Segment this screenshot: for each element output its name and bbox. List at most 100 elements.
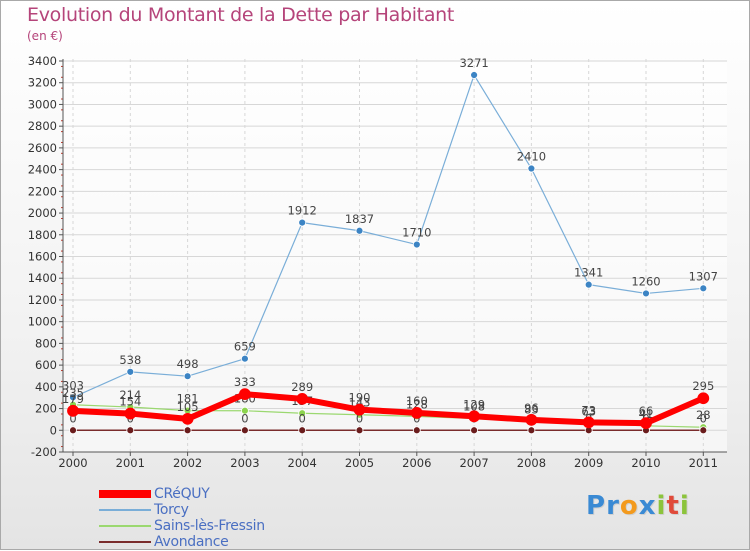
y-tick-label: 1600 <box>28 250 57 264</box>
y-tick-label: 2800 <box>28 119 57 133</box>
data-point-crequy <box>296 392 309 405</box>
y-tick-label: 2600 <box>28 141 57 155</box>
y-tick-label: 3000 <box>28 97 57 111</box>
data-point-torcy <box>470 71 479 79</box>
x-tick-label: 2008 <box>517 456 546 470</box>
data-label-sains-les-fressin: 28 <box>696 408 711 422</box>
data-label-sains-les-fressin: 235 <box>62 386 84 400</box>
data-point-crequy <box>410 406 423 419</box>
y-tick-label: 2000 <box>28 206 57 220</box>
legend-swatch <box>99 490 151 498</box>
legend-item-avondance: Avondance <box>99 534 265 550</box>
data-label-crequy: 190 <box>349 391 371 405</box>
logo-letter: x <box>638 491 657 521</box>
data-label-crequy: 179 <box>62 392 84 406</box>
chart-unit-label: (en €) <box>27 29 63 43</box>
x-tick-label: 2001 <box>116 456 145 470</box>
data-label-sains-les-fressin: 128 <box>406 397 428 411</box>
data-label-avondance: 0 <box>356 411 363 425</box>
legend: CRéQUY Torcy Sains-lès-Fressin Avondance <box>99 486 265 550</box>
y-tick-label: 0 <box>50 423 57 437</box>
data-point-torcy <box>240 354 249 363</box>
legend-item-sains-les-fressin: Sains-lès-Fressin <box>99 518 265 534</box>
data-point-crequy <box>525 413 538 426</box>
x-tick-label: 2011 <box>689 456 718 470</box>
y-tick-label: 200 <box>35 402 57 416</box>
logo-letter: o <box>619 491 639 521</box>
data-label-torcy: 538 <box>119 353 141 367</box>
data-point-crequy <box>640 417 652 430</box>
logo-letter: i <box>656 491 667 521</box>
legend-label: Sains-lès-Fressin <box>154 518 265 534</box>
y-tick-label: 400 <box>35 380 57 394</box>
data-point-crequy <box>468 410 481 423</box>
data-point-torcy <box>699 284 708 293</box>
data-point-sains-les-fressin <box>240 406 249 415</box>
data-label-torcy: 1912 <box>288 204 317 218</box>
data-point-torcy <box>584 280 593 289</box>
logo-letter: t <box>666 491 680 521</box>
data-point-crequy <box>238 388 251 401</box>
x-tick-label: 2004 <box>288 456 317 470</box>
data-point-crequy <box>181 412 194 425</box>
data-point-torcy <box>126 367 135 376</box>
data-point-avondance <box>355 426 364 435</box>
data-label-crequy: 333 <box>234 375 256 389</box>
y-tick-label: 1000 <box>28 315 57 329</box>
data-point-avondance <box>298 426 307 435</box>
data-label-sains-les-fressin: 63 <box>581 404 596 418</box>
data-point-torcy <box>355 226 364 235</box>
data-point-crequy <box>582 416 595 429</box>
data-point-avondance <box>527 426 536 435</box>
data-label-crequy: 96 <box>524 401 539 415</box>
data-label-torcy: 1260 <box>631 274 660 288</box>
x-tick-label: 2006 <box>402 456 431 470</box>
series-line-crequy <box>70 391 707 427</box>
data-point-crequy <box>67 404 79 417</box>
legend-item-torcy: Torcy <box>99 502 265 518</box>
data-label-sains-les-fressin: 181 <box>177 392 199 406</box>
data-point-torcy <box>183 372 192 381</box>
x-tick-label: 2005 <box>345 456 374 470</box>
data-label-avondance: 0 <box>700 411 707 425</box>
legend-swatch <box>99 525 151 527</box>
data-point-avondance <box>470 426 479 435</box>
y-tick-label: 2200 <box>28 184 57 198</box>
data-point-avondance <box>412 426 421 435</box>
data-label-crequy: 160 <box>406 394 428 408</box>
y-tick-label: 800 <box>35 336 57 350</box>
data-label-crequy: 66 <box>639 404 654 418</box>
data-label-torcy: 1341 <box>574 266 603 280</box>
data-label-crequy: 129 <box>463 397 485 411</box>
data-point-avondance <box>183 426 192 435</box>
data-point-crequy <box>697 392 710 405</box>
x-tick-label: 2010 <box>631 456 660 470</box>
data-label-torcy: 659 <box>234 340 256 354</box>
data-label-sains-les-fressin: 83 <box>524 402 539 416</box>
chart-title: Evolution du Montant de la Dette par Hab… <box>27 4 455 26</box>
data-label-sains-les-fressin: 214 <box>119 388 141 402</box>
data-point-torcy <box>298 218 307 227</box>
data-label-avondance: 0 <box>299 411 306 425</box>
y-tick-label: 1800 <box>28 228 57 242</box>
y-tick-label: 1200 <box>28 293 57 307</box>
x-tick-label: 2002 <box>173 456 202 470</box>
legend-label: Torcy <box>154 502 189 518</box>
data-point-avondance <box>126 426 135 435</box>
data-label-crequy: 105 <box>177 400 199 414</box>
data-label-torcy: 1710 <box>402 226 431 240</box>
legend-swatch <box>99 509 151 511</box>
legend-item-crequy: CRéQUY <box>99 486 265 502</box>
data-label-torcy: 1837 <box>345 212 374 226</box>
data-label-torcy: 498 <box>177 357 199 371</box>
data-label-torcy: 1307 <box>689 269 718 283</box>
data-label-crequy: 289 <box>291 380 313 394</box>
data-point-torcy <box>527 164 536 173</box>
data-point-avondance <box>699 426 708 435</box>
x-tick-label: 2003 <box>230 456 259 470</box>
data-point-crequy <box>124 407 137 420</box>
data-point-avondance <box>240 426 249 435</box>
logo-letter: P <box>586 491 607 521</box>
data-label-torcy: 3271 <box>459 56 488 70</box>
